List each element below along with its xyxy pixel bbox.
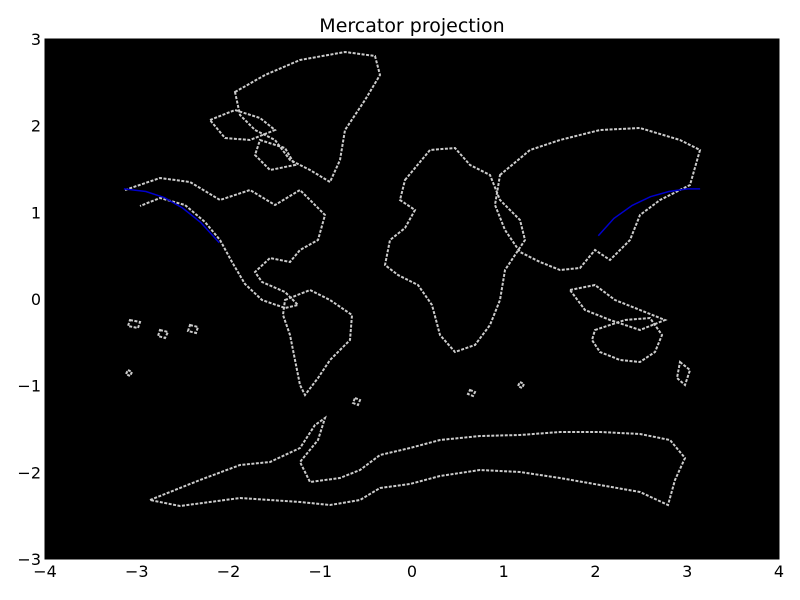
- x-tick-label: 4: [774, 562, 784, 581]
- chart-title: Mercator projection: [319, 15, 504, 37]
- y-tick-label: 1: [31, 203, 41, 222]
- x-tick-label: −3: [125, 562, 149, 581]
- y-tick-label: 0: [31, 290, 41, 309]
- x-tick-label: −1: [308, 562, 332, 581]
- x-tick-label: 0: [407, 562, 417, 581]
- y-axis: −3 −2 −1 0 1 2 3: [17, 30, 779, 569]
- series-layer: [123, 188, 701, 244]
- arctic-islands: [208, 108, 297, 172]
- atlantic-islands: [351, 380, 526, 407]
- y-tick-label: 2: [31, 117, 41, 136]
- series-line-segment-1: [123, 188, 220, 244]
- x-tick-label: −2: [217, 562, 241, 581]
- x-tick-label: 1: [499, 562, 509, 581]
- plot-background: [45, 39, 779, 559]
- asia-coast: [493, 126, 702, 272]
- y-tick-label: 3: [31, 30, 41, 49]
- nz-islands: [675, 360, 692, 387]
- south-america-coast: [281, 288, 354, 397]
- pacific-islands: [124, 318, 200, 378]
- australia-coast: [590, 316, 664, 364]
- x-tick-label: −4: [33, 562, 57, 581]
- y-tick-label: −3: [17, 550, 41, 569]
- x-tick-label: 3: [682, 562, 692, 581]
- antarctica-coast: [146, 415, 687, 508]
- y-tick-label: −1: [17, 377, 41, 396]
- europe-africa-coast: [383, 146, 527, 354]
- na-coast: [124, 176, 327, 310]
- x-axis: −4 −3 −2 −1 0 1 2 3 4: [33, 39, 784, 581]
- se-asia-islands: [568, 283, 668, 332]
- y-tick-label: −2: [17, 463, 41, 482]
- coastlines-layer: [124, 50, 702, 508]
- series-line-segment-2: [597, 188, 701, 237]
- x-tick-label: 2: [590, 562, 600, 581]
